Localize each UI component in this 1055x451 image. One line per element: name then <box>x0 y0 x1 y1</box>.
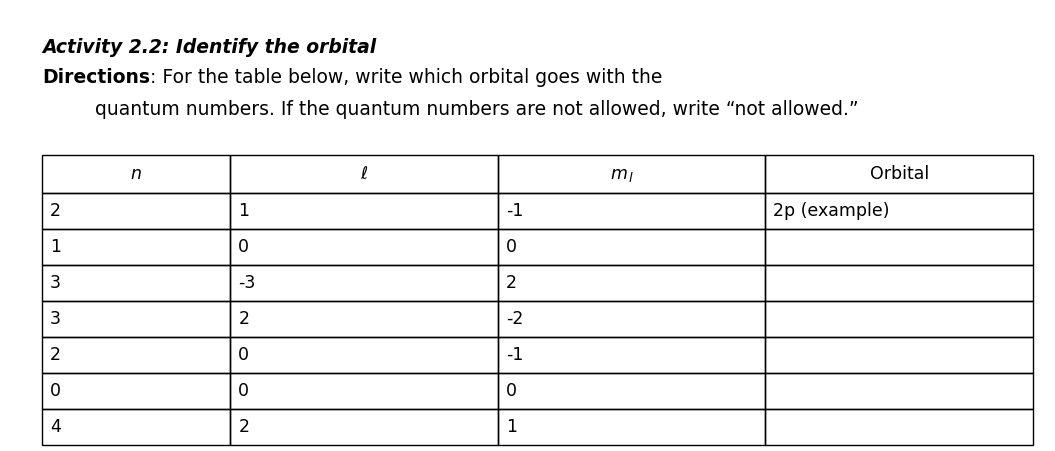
Bar <box>498 409 766 445</box>
Text: n: n <box>131 165 141 183</box>
Text: 3: 3 <box>50 274 61 292</box>
Text: 2p (example): 2p (example) <box>773 202 890 220</box>
Text: m: m <box>611 165 628 183</box>
Bar <box>230 337 498 373</box>
Bar <box>42 409 230 445</box>
Text: 0: 0 <box>238 238 249 256</box>
Bar <box>498 155 766 193</box>
Text: 2: 2 <box>50 346 61 364</box>
Bar <box>766 373 1033 409</box>
Bar <box>42 301 230 337</box>
Bar <box>230 265 498 301</box>
Text: 0: 0 <box>50 382 61 400</box>
Bar <box>498 373 766 409</box>
Bar <box>766 193 1033 229</box>
Text: 1: 1 <box>505 418 517 436</box>
Text: l: l <box>629 172 632 185</box>
Text: 0: 0 <box>238 382 249 400</box>
Text: 0: 0 <box>505 238 517 256</box>
Bar <box>766 301 1033 337</box>
Bar <box>42 337 230 373</box>
Text: quantum numbers. If the quantum numbers are not allowed, write “not allowed.”: quantum numbers. If the quantum numbers … <box>95 100 859 119</box>
Text: : For the table below, write which orbital goes with the: : For the table below, write which orbit… <box>150 68 663 87</box>
Bar <box>766 155 1033 193</box>
Bar <box>766 265 1033 301</box>
Bar <box>230 229 498 265</box>
Text: -2: -2 <box>505 310 523 328</box>
Text: -1: -1 <box>505 346 523 364</box>
Text: Activity 2.2: Identify the orbital: Activity 2.2: Identify the orbital <box>42 38 377 57</box>
Bar <box>230 193 498 229</box>
Bar <box>498 193 766 229</box>
Bar <box>230 301 498 337</box>
Text: 0: 0 <box>505 382 517 400</box>
Text: 2: 2 <box>50 202 61 220</box>
Text: -3: -3 <box>238 274 255 292</box>
Text: 2: 2 <box>238 310 249 328</box>
Bar <box>766 409 1033 445</box>
Text: 4: 4 <box>50 418 61 436</box>
Bar <box>766 229 1033 265</box>
Bar <box>498 229 766 265</box>
Text: ℓ: ℓ <box>361 165 367 183</box>
Bar <box>230 155 498 193</box>
Text: 0: 0 <box>238 346 249 364</box>
Text: Orbital: Orbital <box>869 165 928 183</box>
Bar <box>766 337 1033 373</box>
Bar <box>498 265 766 301</box>
Bar <box>230 409 498 445</box>
Text: 3: 3 <box>50 310 61 328</box>
Bar <box>42 229 230 265</box>
Bar <box>230 373 498 409</box>
Text: 2: 2 <box>238 418 249 436</box>
Bar <box>42 155 230 193</box>
Text: -1: -1 <box>505 202 523 220</box>
Bar <box>42 193 230 229</box>
Text: 1: 1 <box>50 238 61 256</box>
Bar <box>498 301 766 337</box>
Bar <box>498 337 766 373</box>
Text: 2: 2 <box>505 274 517 292</box>
Text: Directions: Directions <box>42 68 150 87</box>
Text: 1: 1 <box>238 202 249 220</box>
Bar <box>42 265 230 301</box>
Bar <box>42 373 230 409</box>
